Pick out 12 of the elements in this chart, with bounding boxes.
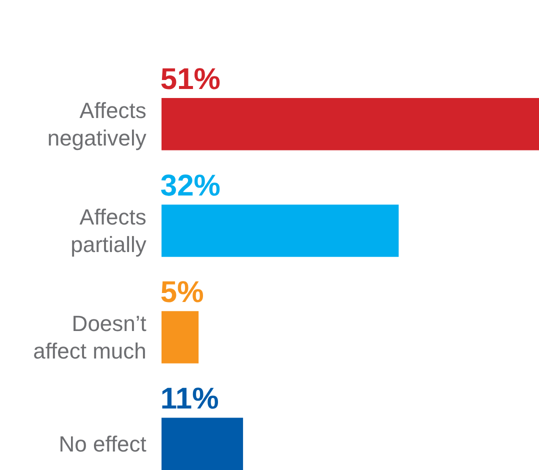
bar <box>162 204 399 257</box>
y-tick-label: No effect <box>58 431 146 456</box>
y-tick-label: Affects negatively <box>47 98 146 150</box>
bar <box>162 418 244 470</box>
data-label: 11% <box>160 382 219 416</box>
data-label: 5% <box>160 276 204 310</box>
data-label: 51% <box>160 62 220 96</box>
bar <box>162 311 199 364</box>
data-label: 32% <box>160 169 220 202</box>
y-tick-label: Affects partially <box>70 204 146 257</box>
bar <box>162 98 539 150</box>
y-tick-label: Doesn’t affect much <box>33 311 146 364</box>
